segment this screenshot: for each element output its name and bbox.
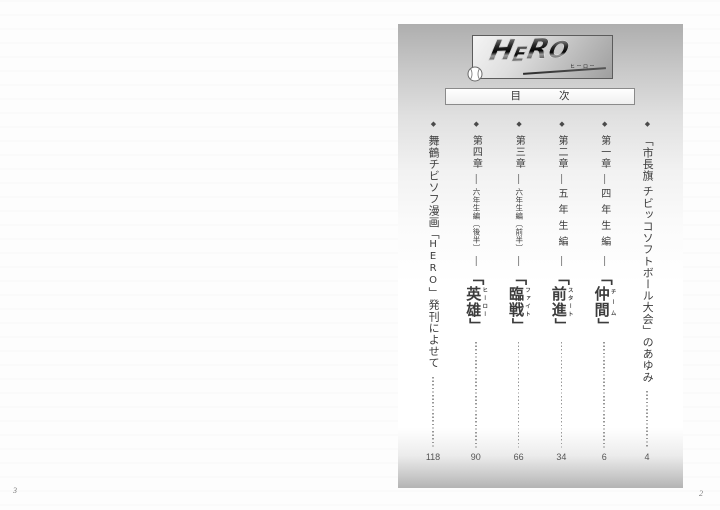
toc-entry-text: ― [470,255,482,266]
toc-entry: ◆ 「市長旗 チビッコソフトボール大会」のあゆみ 4 [629,120,665,462]
toc-entry-text: 英雄 ヒーロー [464,285,488,318]
toc-entry-text: 」 [595,317,614,334]
toc-page-number: 66 [513,452,524,462]
contents-header-char-right: 次 [559,90,570,103]
diamond-icon: ◆ [643,120,652,128]
toc-entry-text: ― [513,255,525,266]
toc-entry-text: 六年生編〔前半〕 [514,187,524,252]
hero-logo-subtitle: ヒーロー [569,64,596,70]
toc-entry-text: 第二章 [555,135,567,170]
toc-page-number: 6 [601,452,607,462]
toc-entry-text: ― [598,173,610,184]
furigana: スタート [566,285,573,318]
toc-entry-text: 六年生編〔後半〕 [472,187,481,252]
toc-entry-text: 第三章 [513,135,525,170]
toc-entry-text: 四年生編 [598,187,610,252]
furigana: ファイト [524,285,530,318]
diamond-icon: ◆ [472,120,481,128]
right-page-folio: 2 [699,489,703,498]
diamond-icon: ◆ [429,120,438,128]
furigana: チーム [609,285,616,318]
dotted-leader [475,341,477,448]
toc-entry-text: 」 [510,317,528,334]
left-page-folio: 3 [13,486,17,495]
toc-entry-text: ― [513,173,525,184]
dotted-leader [603,341,605,448]
toc-entry-text: 舞鶴チビソフ漫画 [427,135,441,228]
diamond-icon: ◆ [557,120,566,128]
toc-entry-text: 第一章 [598,135,610,170]
toc-entry-text: ― [470,173,482,184]
toc-entry-text: ― [555,173,567,184]
toc-entry-text: ― [598,255,610,266]
toc-entry-text: 「 [510,269,528,286]
toc-entry-text: 「 [595,269,614,286]
toc-entry-text: 」 [427,287,441,300]
toc-entry-text: 「 [467,269,486,286]
baseball-icon [467,66,483,82]
toc-entry-text: 「 [427,227,441,240]
toc-entry-text: 第四章 [470,135,482,170]
furigana: ヒーロー [481,285,488,318]
toc-entry: ◆ 第一章 ― 四年生編 ― 「仲間 チーム」 6 [586,120,622,462]
toc-columns: ◆ 「市長旗 チビッコソフトボール大会」のあゆみ 4 ◆ 第一章 ― 四年生編 ― 「仲間 チーム… [398,24,683,488]
toc-entry-text: ― [555,255,567,266]
diamond-icon: ◆ [515,120,524,128]
dotted-leader [432,376,434,448]
toc-page-number: 34 [556,452,567,462]
toc-entry-text: 「市長旗 チビッコソフトボール大会」のあゆみ [641,135,655,383]
toc-page-number: 118 [425,452,441,462]
toc-entry-text: 前進 スタート [549,285,573,318]
toc-entry-text: HERO [427,239,439,288]
contents-header: 目 次 [445,88,635,105]
toc-entry: ◆ 第二章 ― 五年生編 ― 「前進 スタート」 34 [543,120,579,462]
dotted-leader [646,390,648,448]
toc-entry-text: 臨戦 ファイト [507,285,530,318]
toc-entry-text: 」 [467,317,486,334]
toc-entry-text: 仲間 チーム [592,285,616,318]
toc-entry-text: 」 [552,317,571,334]
toc-page-number: 4 [644,452,650,462]
dotted-leader [517,341,520,448]
toc-entry-text: 五年生編 [555,187,567,252]
toc-entry: ◆ 第三章 ― 六年生編〔前半〕 ― 「臨戦 ファイト」 66 [501,120,537,462]
toc-entry-text: 発刊によせて [427,299,441,369]
toc-entry: ◆ 舞鶴チビソフ漫画「HERO」発刊によせて 118 [415,120,451,462]
contents-header-char-left: 目 [510,90,522,103]
toc-entry: ◆ 第四章 ― 六年生編〔後半〕 ― 「英雄 ヒーロー」 90 [458,120,494,462]
toc-page-number: 90 [470,452,481,462]
toc-entry-text: 「 [552,269,571,286]
dotted-leader [560,341,563,448]
diamond-icon: ◆ [600,120,609,128]
